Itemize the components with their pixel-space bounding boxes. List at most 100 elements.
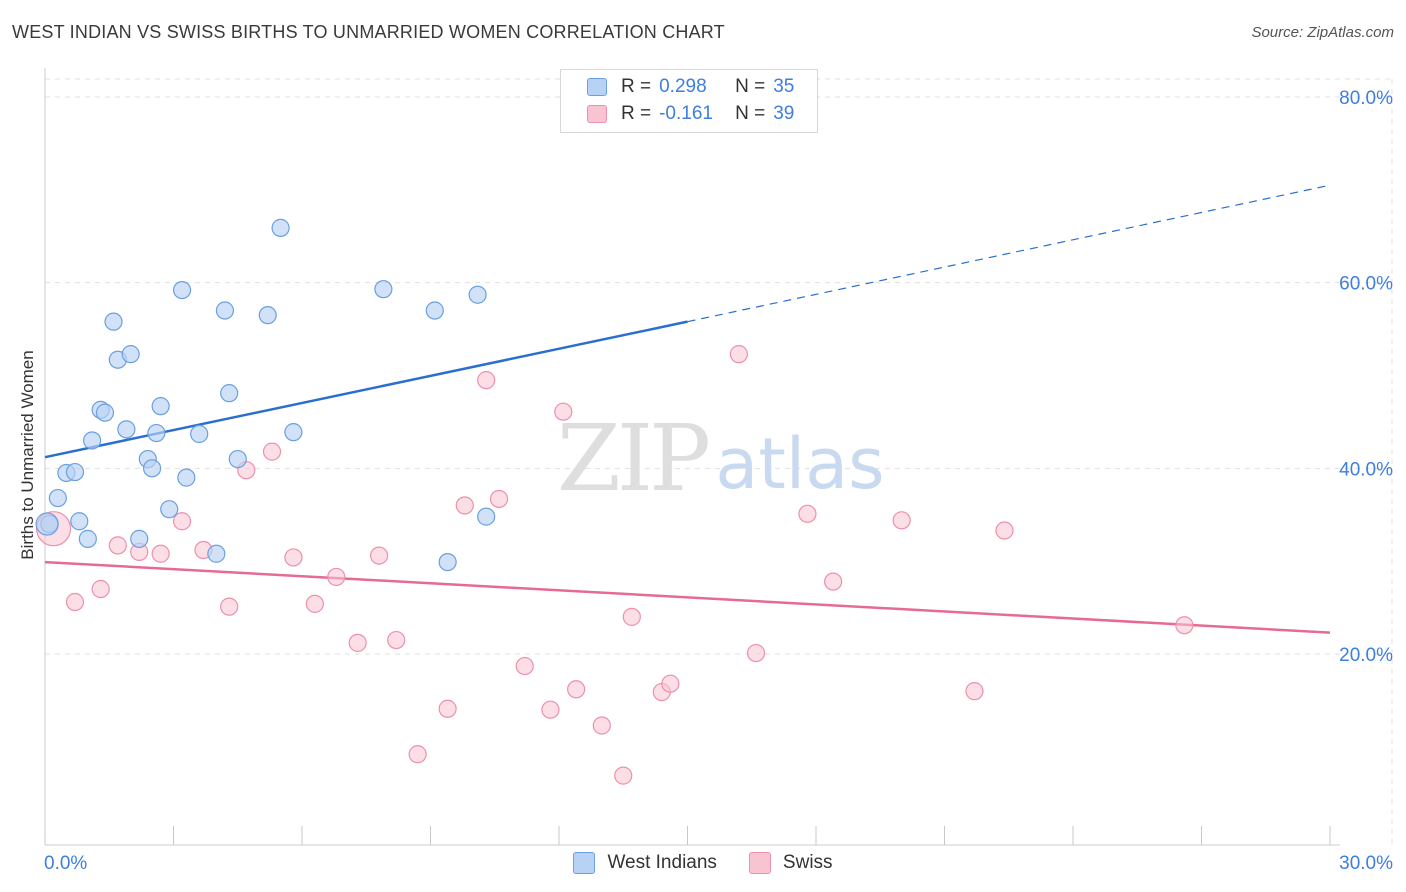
west-indians-point [83,431,102,450]
chart-title: WEST INDIAN VS SWISS BIRTHS TO UNMARRIED… [12,22,725,42]
west-indians-legend-label: West Indians [607,852,717,873]
watermark-atlas: atlas [715,423,884,505]
swiss-point [798,504,817,523]
swiss-point [995,521,1014,540]
west-indians-point [207,544,226,563]
swiss-point [729,345,749,364]
y-tick-label: 40.0% [1339,459,1393,480]
west-indians-point [130,529,149,548]
tick-labels: 20.0% 40.0% 60.0% 80.0% 0.0% 30.0% [44,88,1393,874]
swiss-swatch [587,105,607,123]
west-indians-point [151,397,170,416]
west-indians-n-value: 35 [773,76,795,97]
swiss-point [1175,616,1194,635]
swiss-point [348,633,367,652]
west-indians-point [95,403,115,422]
swiss-point [65,592,85,612]
legend-row-swiss: R = -0.161 N = 39 [587,102,794,126]
west-indians-point [78,529,97,548]
west-indians-r-value: 0.298 [659,76,707,97]
y-tick-label: 20.0% [1339,645,1393,666]
swiss-point [172,512,192,531]
swiss-point [387,630,406,650]
west-indians-trend-extension [687,184,1331,323]
swiss-point [151,544,170,563]
swiss-r-value: -0.161 [659,103,713,124]
west-indians-point [215,301,234,320]
west-indians-point [177,468,196,487]
swiss-point [515,656,534,676]
swiss-point [284,548,303,567]
swiss-legend-swatch [748,852,771,874]
swiss-point [489,489,509,509]
west-indians-point [374,280,393,299]
west-indians-point [190,424,209,444]
swiss-point [108,536,127,555]
data-points [35,218,1194,785]
r-label: R = [621,76,652,97]
y-axis-label: Births to Unmarried Women [18,350,37,560]
west-indians-point [70,512,89,531]
west-indians-point [35,512,59,536]
swiss-point [746,643,766,663]
swiss-point [305,594,324,613]
swiss-point [455,496,474,515]
watermark: ZIP atlas [557,405,885,512]
n-label: N = [735,103,766,124]
west-indians-swatch [587,78,607,96]
west-indians-point [258,306,277,325]
swiss-trend-line [44,560,1331,634]
swiss-point [220,597,239,616]
y-tick-label: 80.0% [1339,88,1393,109]
west-indians-legend-swatch [573,852,596,874]
west-indians-point [160,500,179,519]
swiss-point [477,371,496,390]
west-indians-point [142,459,162,478]
series-legend: West Indians Swiss [0,852,1406,874]
swiss-point [408,745,427,764]
swiss-point [541,700,560,719]
west-indians-point [228,449,247,469]
west-indians-point [220,384,239,403]
r-label: R = [621,103,652,124]
source-label: Source: ZipAtlas.com [1251,24,1394,41]
west-indians-point [48,488,67,508]
swiss-point [661,674,680,693]
swiss-point [438,699,457,718]
swiss-n-value: 39 [773,103,795,124]
legend-item-swiss: Swiss [748,852,833,874]
west-indians-point [284,423,303,442]
swiss-point [622,607,641,626]
west-indians-point [271,218,290,237]
x-tick-label: 30.0% [1339,853,1393,874]
west-indians-point [468,285,487,304]
west-indians-point [477,507,496,526]
west-indians-point [104,312,123,331]
west-indians-point [121,345,140,364]
swiss-point [824,572,843,591]
watermark-zip: ZIP [557,405,708,512]
correlation-legend: R = 0.298 N = 35 R = -0.161 N = 39 [560,69,818,133]
x-tick-label: 0.0% [44,853,87,874]
swiss-point [567,680,586,699]
swiss-point [592,716,611,735]
swiss-point [327,567,346,587]
west-indians-point [65,462,85,482]
west-indians-point [425,301,444,320]
swiss-legend-label: Swiss [782,852,833,873]
swiss-point [370,546,389,565]
swiss-point [554,402,573,421]
west-indians-point [172,280,192,300]
west-indians-point [438,552,457,572]
n-label: N = [735,76,766,97]
swiss-point [892,511,911,530]
west-indians-point [147,423,166,443]
legend-item-west-indians: West Indians [573,852,717,874]
swiss-point [965,682,984,701]
swiss-point [262,442,282,461]
swiss-point [614,766,633,785]
swiss-point [91,579,110,599]
west-indians-point [117,420,136,439]
y-tick-label: 60.0% [1339,274,1393,295]
